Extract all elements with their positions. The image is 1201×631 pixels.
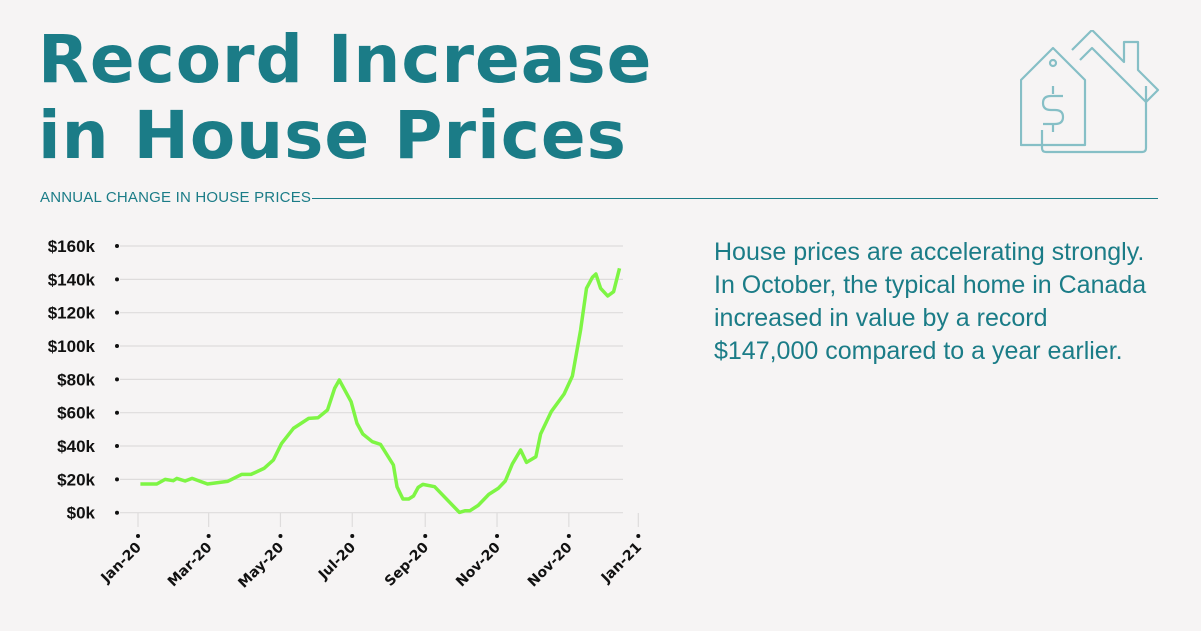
x-tick-dot [136, 534, 140, 538]
y-tick-dot [115, 410, 119, 415]
x-tick-label: Nov-20 [453, 539, 504, 590]
x-tick-label: May-20 [235, 539, 287, 591]
x-tick-label: Jan-20 [98, 539, 145, 586]
title-line-2: in House Prices [38, 97, 627, 174]
x-tick-label: Jan-21 [598, 540, 645, 587]
x-tick-dot [566, 534, 571, 538]
y-tick-dot [115, 377, 119, 382]
x-tick-dot [423, 534, 428, 538]
x-tick-label: Mar-20 [165, 539, 216, 590]
y-tick-label: $160k [48, 237, 96, 256]
y-tick-label: $0k [67, 504, 96, 523]
x-tick-dot [206, 534, 211, 538]
x-tick-label: Sep-20 [382, 539, 432, 589]
y-tick-label: $100k [48, 337, 96, 356]
series-line [140, 267, 622, 515]
page-title: Record Increase in House Prices [38, 22, 652, 174]
y-tick-label: $20k [57, 470, 95, 489]
x-tick-dot [350, 534, 355, 538]
y-tick-label: $120k [48, 304, 96, 323]
house-price-tag-icon [1020, 30, 1160, 154]
y-tick-dot [115, 344, 119, 349]
description-text: House prices are accelerating strongly. … [714, 238, 1147, 365]
y-tick-label: $40k [57, 437, 95, 456]
x-tick-label: Jul-20 [315, 539, 359, 583]
x-tick-dot [636, 534, 641, 538]
y-tick-dot [115, 444, 119, 449]
y-tick-label: $60k [57, 404, 95, 423]
divider [312, 198, 1158, 199]
title-line-1: Record Increase [38, 21, 653, 98]
y-tick-dot [115, 510, 119, 515]
y-tick-dot [115, 277, 119, 282]
chart-subtitle: ANNUAL CHANGE IN HOUSE PRICES [40, 189, 312, 206]
y-tick-dot [115, 244, 119, 248]
y-tick-dot [115, 477, 119, 482]
y-tick-dot [115, 310, 119, 315]
y-tick-label: $140k [48, 270, 96, 289]
x-tick-dot [278, 534, 283, 538]
y-tick-label: $80k [57, 370, 95, 389]
x-tick-dot [495, 534, 500, 538]
x-tick-label: Nov-20 [525, 539, 576, 590]
